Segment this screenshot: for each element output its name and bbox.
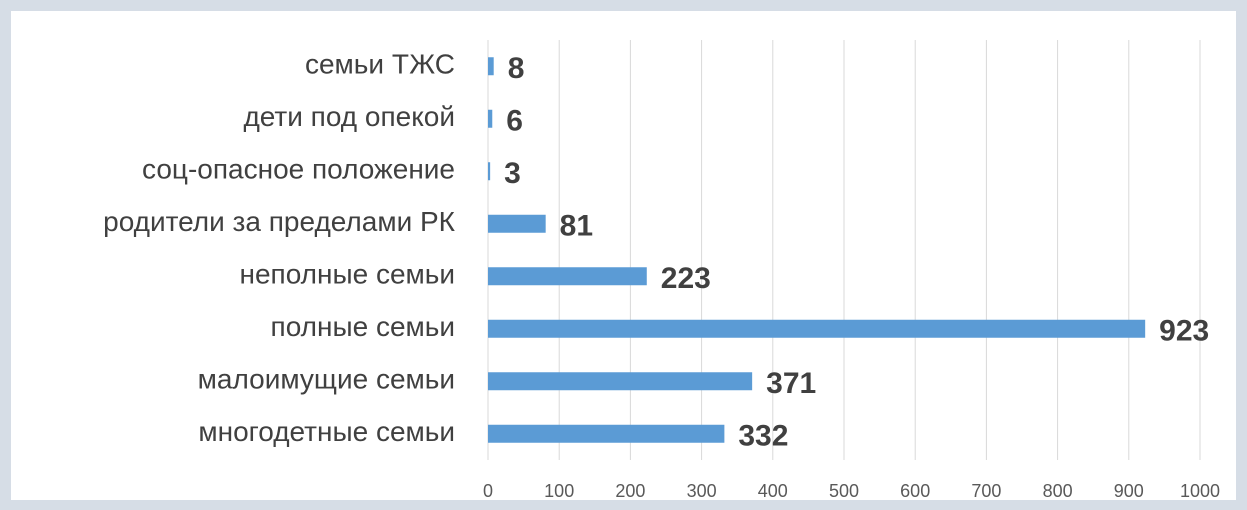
x-tick-label: 0: [483, 481, 493, 501]
value-label: 923: [1159, 315, 1209, 348]
value-label: 371: [766, 367, 816, 400]
y-tick-label: неполные семьи: [240, 259, 455, 290]
x-tick-label: 700: [971, 481, 1001, 501]
value-label: 332: [738, 420, 788, 453]
x-tick-label: 800: [1043, 481, 1073, 501]
bar: [488, 57, 494, 76]
bar: [488, 372, 753, 391]
y-tick-label: полные семьи: [271, 311, 455, 342]
value-label: 3: [504, 157, 521, 190]
bar: [488, 214, 546, 233]
y-tick-label: родители за пределами РК: [103, 206, 456, 237]
value-label: 6: [506, 105, 523, 138]
bar: [488, 267, 647, 286]
chart-area: [11, 11, 1236, 500]
y-tick-label: семьи ТЖС: [305, 49, 455, 80]
bar: [488, 162, 491, 181]
y-tick-label: малоимущие семьи: [198, 364, 455, 395]
y-tick-label: дети под опекой: [243, 101, 455, 132]
x-tick-label: 500: [829, 481, 859, 501]
x-tick-label: 1000: [1180, 481, 1220, 501]
bar: [488, 109, 493, 128]
bar: [488, 319, 1146, 338]
y-tick-label: многодетные семьи: [198, 416, 455, 447]
y-tick-label: соц-опасное положение: [142, 154, 455, 185]
value-label: 81: [560, 210, 593, 243]
x-tick-label: 900: [1114, 481, 1144, 501]
bar: [488, 424, 725, 443]
value-label: 8: [508, 52, 525, 85]
x-tick-label: 300: [687, 481, 717, 501]
x-tick-label: 600: [900, 481, 930, 501]
x-tick-label: 100: [544, 481, 574, 501]
x-tick-label: 400: [758, 481, 788, 501]
value-label: 223: [661, 262, 711, 295]
x-tick-label: 200: [615, 481, 645, 501]
